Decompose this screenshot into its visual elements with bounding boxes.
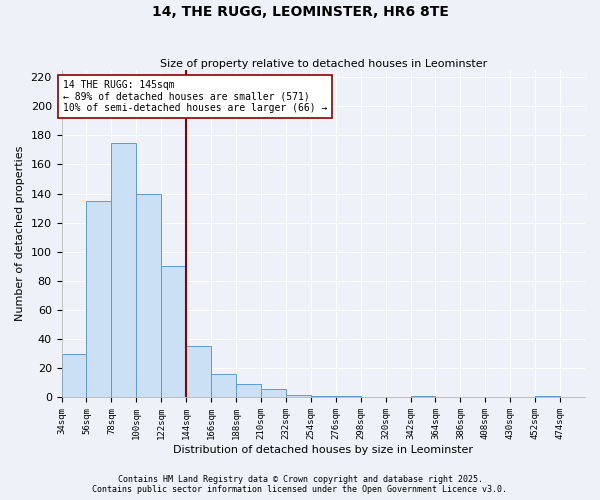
Y-axis label: Number of detached properties: Number of detached properties [15, 146, 25, 322]
Bar [86, 201, 112, 398]
Text: 14 THE RUGG: 145sqm
← 89% of detached houses are smaller (571)
10% of semi-detac: 14 THE RUGG: 145sqm ← 89% of detached ho… [62, 80, 327, 113]
Text: 14, THE RUGG, LEOMINSTER, HR6 8TE: 14, THE RUGG, LEOMINSTER, HR6 8TE [152, 5, 448, 19]
Bar [286, 394, 311, 398]
Bar [161, 266, 186, 398]
Bar [535, 396, 560, 398]
Text: Contains public sector information licensed under the Open Government Licence v3: Contains public sector information licen… [92, 486, 508, 494]
Bar [236, 384, 261, 398]
Bar [211, 374, 236, 398]
Text: Contains HM Land Registry data © Crown copyright and database right 2025.: Contains HM Land Registry data © Crown c… [118, 476, 482, 484]
Bar [261, 388, 286, 398]
Bar [336, 396, 361, 398]
Title: Size of property relative to detached houses in Leominster: Size of property relative to detached ho… [160, 59, 487, 69]
Bar [186, 346, 211, 398]
Bar [410, 396, 436, 398]
Bar [62, 354, 86, 398]
X-axis label: Distribution of detached houses by size in Leominster: Distribution of detached houses by size … [173, 445, 473, 455]
Bar [311, 396, 336, 398]
Bar [136, 194, 161, 398]
Bar [112, 142, 136, 398]
